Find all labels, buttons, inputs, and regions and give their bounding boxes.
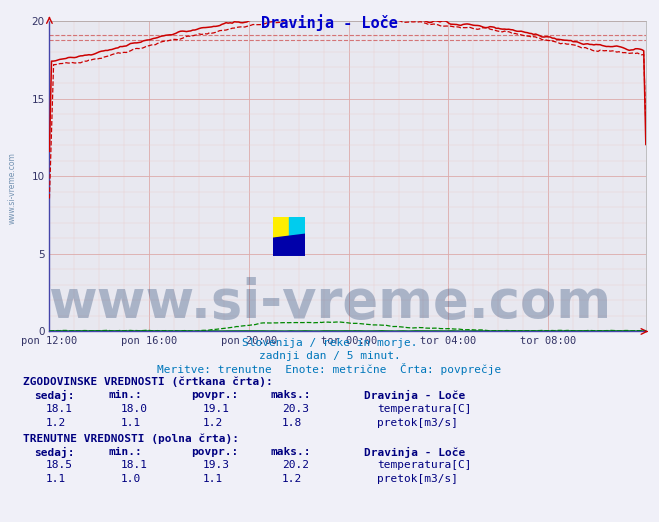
Polygon shape [273,217,289,238]
Text: maks.:: maks.: [270,447,310,457]
Text: temperatura[C]: temperatura[C] [377,460,471,470]
Text: 20.3: 20.3 [282,404,309,414]
Text: povpr.:: povpr.: [191,447,239,457]
Text: 18.0: 18.0 [121,404,148,414]
Text: maks.:: maks.: [270,390,310,400]
Polygon shape [289,217,305,238]
Text: 1.8: 1.8 [282,418,302,428]
Text: min.:: min.: [109,447,142,457]
Text: temperatura[C]: temperatura[C] [377,404,471,414]
Text: www.si-vreme.com: www.si-vreme.com [48,277,611,329]
Text: 1.2: 1.2 [203,418,223,428]
Text: Meritve: trenutne  Enote: metrične  Črta: povprečje: Meritve: trenutne Enote: metrične Črta: … [158,363,501,375]
Text: 19.1: 19.1 [203,404,230,414]
Text: 18.1: 18.1 [121,460,148,470]
Text: Slovenija / reke in morje.: Slovenija / reke in morje. [242,338,417,348]
Text: TRENUTNE VREDNOSTI (polna črta):: TRENUTNE VREDNOSTI (polna črta): [23,433,239,444]
Text: pretok[m3/s]: pretok[m3/s] [377,418,458,428]
Text: sedaj:: sedaj: [34,447,74,458]
Text: sedaj:: sedaj: [34,390,74,401]
Text: www.si-vreme.com: www.si-vreme.com [7,152,16,224]
Text: 1.1: 1.1 [121,418,141,428]
Text: 20.2: 20.2 [282,460,309,470]
Text: 1.1: 1.1 [46,474,67,484]
Text: 18.1: 18.1 [46,404,73,414]
Text: pretok[m3/s]: pretok[m3/s] [377,474,458,484]
Text: zadnji dan / 5 minut.: zadnji dan / 5 minut. [258,351,401,361]
Text: 1.1: 1.1 [203,474,223,484]
Text: 18.5: 18.5 [46,460,73,470]
Text: 19.3: 19.3 [203,460,230,470]
Polygon shape [273,234,305,256]
Text: Dravinja - Loče: Dravinja - Loče [261,15,398,31]
Text: povpr.:: povpr.: [191,390,239,400]
Text: min.:: min.: [109,390,142,400]
Text: 1.0: 1.0 [121,474,141,484]
Text: ZGODOVINSKE VREDNOSTI (črtkana črta):: ZGODOVINSKE VREDNOSTI (črtkana črta): [23,377,273,387]
Text: Dravinja - Loče: Dravinja - Loče [364,390,466,401]
Text: 1.2: 1.2 [46,418,67,428]
Text: Dravinja - Loče: Dravinja - Loče [364,447,466,458]
Text: 1.2: 1.2 [282,474,302,484]
Polygon shape [273,217,289,238]
